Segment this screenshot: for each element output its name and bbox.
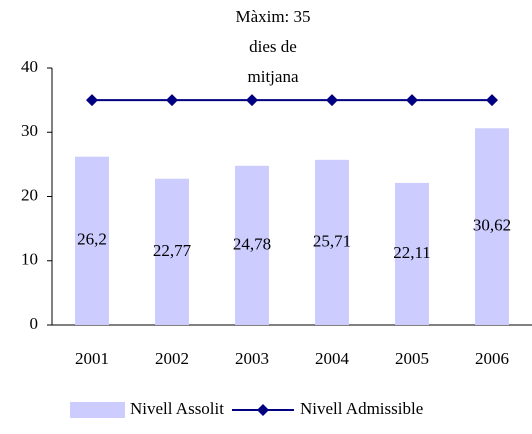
bar <box>155 178 189 325</box>
line-marker <box>246 94 258 107</box>
y-tick-label: 40 <box>21 57 38 76</box>
line-marker <box>256 404 269 416</box>
bar <box>395 182 429 325</box>
y-tick-label: 0 <box>30 314 39 333</box>
bar <box>315 159 349 325</box>
annotation: Màxim: 35 <box>235 7 310 26</box>
x-tick-label: 2003 <box>235 349 269 368</box>
line-marker <box>406 94 418 107</box>
y-tick-label: 20 <box>21 185 38 204</box>
line-marker <box>326 94 338 107</box>
y-tick-label: 10 <box>21 250 38 269</box>
bar <box>235 165 269 325</box>
legend-label: Nivell Assolit <box>130 399 224 418</box>
x-tick-label: 2002 <box>155 349 189 368</box>
y-tick-label: 30 <box>21 121 38 140</box>
line-marker <box>486 94 498 107</box>
annotation: mitjana <box>248 67 299 86</box>
data-label: 25,71 <box>313 231 351 250</box>
data-label: 22,77 <box>153 241 192 260</box>
x-tick-label: 2004 <box>315 349 350 368</box>
x-tick-label: 2001 <box>75 349 109 368</box>
legend-label: Nivell Admissible <box>300 399 423 418</box>
x-tick-label: 2006 <box>475 349 509 368</box>
data-label: 24,78 <box>233 234 271 253</box>
line-marker <box>86 94 98 107</box>
data-label: 22,11 <box>393 243 431 262</box>
bar <box>75 156 109 325</box>
x-tick-label: 2005 <box>395 349 429 368</box>
line-marker <box>166 94 178 107</box>
data-label: 30,62 <box>473 216 511 235</box>
bar <box>475 128 509 325</box>
annotation: dies de <box>249 37 297 56</box>
data-label: 26,2 <box>77 230 107 249</box>
legend-swatch <box>70 402 125 418</box>
